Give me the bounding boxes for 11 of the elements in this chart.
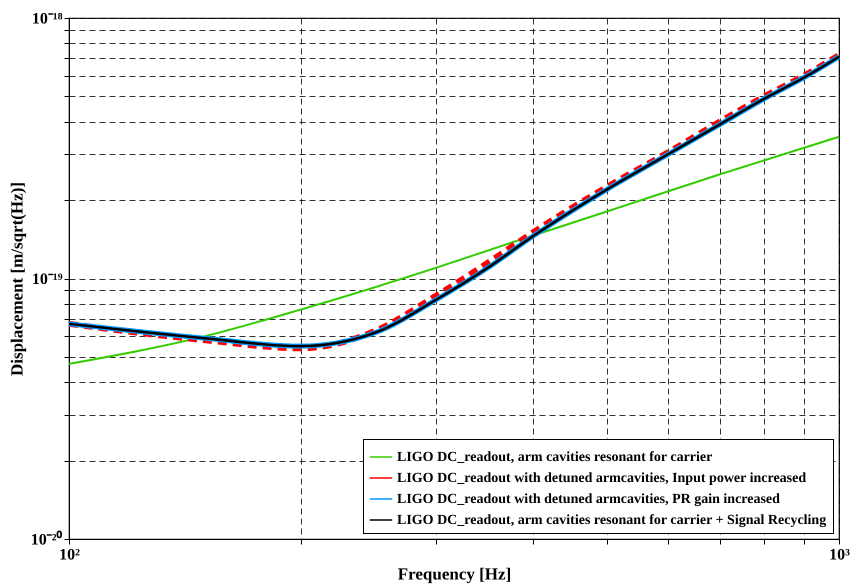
y-axis-title: Displacement [m/sqrt(Hz)] [8,182,27,376]
legend-label: LIGO DC_readout, arm cavities resonant for carrier [397,450,712,465]
x-tick-label: 10³ [829,546,850,564]
x-axis-title: Frequency [Hz] [398,564,512,584]
legend-label: LIGO DC_readout with detuned armcavities, Input power increased [397,471,806,486]
x-tick-label: 10² [59,546,80,564]
y-tick-label: 10⁻¹⁸ [32,10,63,28]
legend-label: LIGO DC_readout with detuned armcavities, PR gain increased [397,492,780,507]
legend-label: LIGO DC_readout, arm cavities resonant for carrier + Signal Recycling [397,513,826,528]
y-tick-label: 10⁻²⁰ [30,530,62,548]
y-tick-label: 10⁻¹⁹ [32,271,63,288]
